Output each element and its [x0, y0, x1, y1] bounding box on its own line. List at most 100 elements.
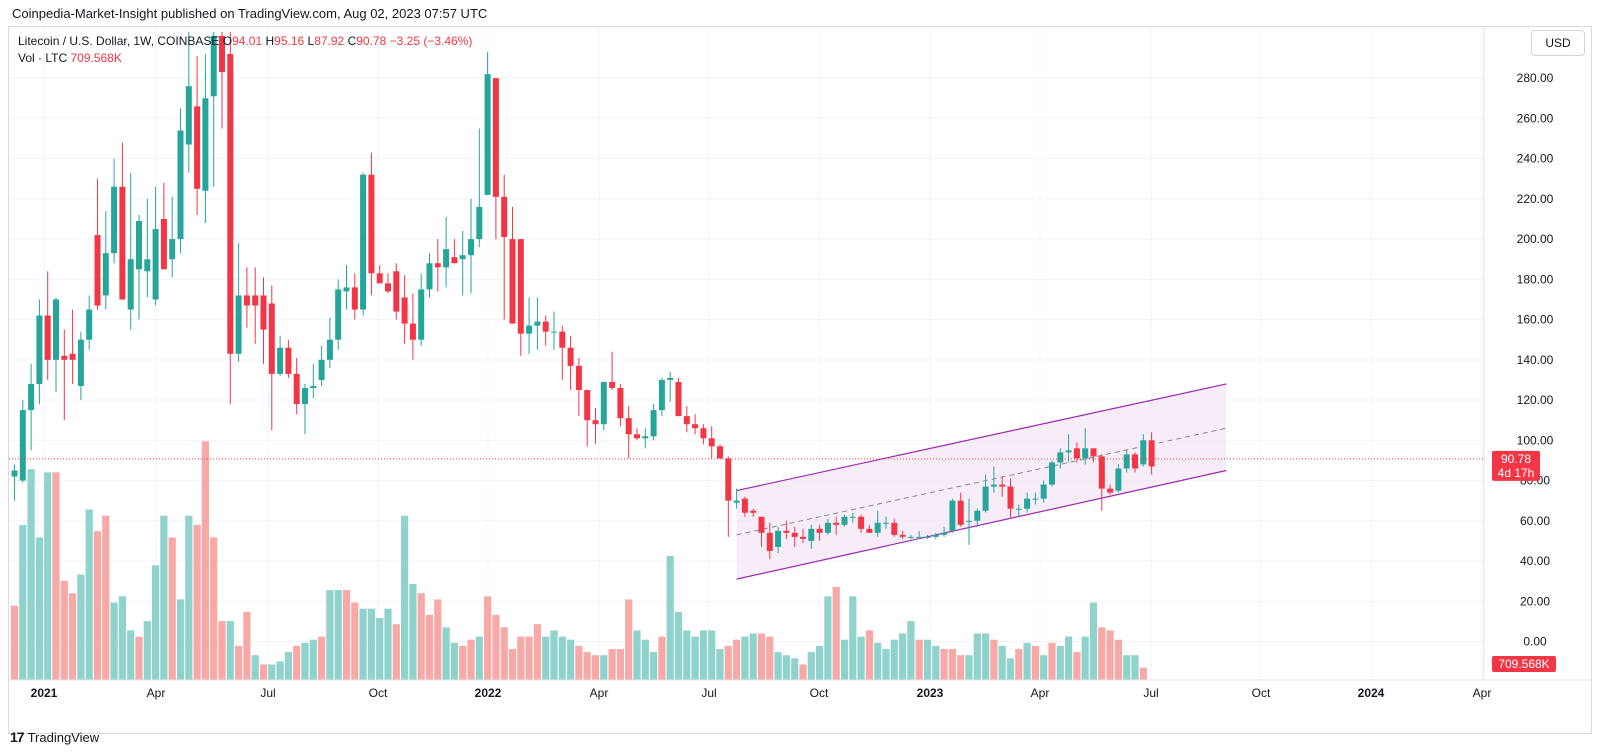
x-tick-label: Oct — [810, 686, 829, 700]
x-tick-label: Apr — [1031, 686, 1050, 700]
candle-body — [243, 295, 250, 306]
volume-label[interactable]: Vol · LTC — [18, 51, 68, 65]
candle-body — [584, 390, 591, 421]
chart-frame — [8, 26, 1592, 734]
candle-body — [277, 347, 284, 374]
volume-bar — [990, 639, 998, 680]
volume-bar — [1073, 652, 1081, 680]
x-tick-label: Oct — [369, 686, 388, 700]
candle — [517, 239, 524, 356]
candle — [44, 271, 51, 380]
volume-bar — [533, 624, 541, 680]
candle — [393, 263, 400, 320]
volume-bar — [226, 621, 234, 680]
x-tick-label: Apr — [590, 686, 609, 700]
candle-body — [650, 410, 657, 437]
candle-body — [534, 321, 541, 326]
candle — [1015, 504, 1022, 517]
volume-bar — [1098, 627, 1106, 680]
candle-body — [974, 510, 981, 521]
candle-body — [111, 186, 118, 254]
candle — [285, 339, 292, 378]
candle — [77, 331, 84, 401]
volume-bar — [318, 636, 326, 680]
volume-bar — [799, 664, 807, 680]
candle-body — [443, 249, 450, 268]
change-value: −3.25 (−3.46%) — [389, 34, 473, 48]
volume-layer — [10, 441, 1147, 680]
volume-bar — [774, 652, 782, 680]
candle — [202, 53, 209, 224]
volume-bar — [276, 661, 284, 680]
candle-body — [625, 418, 632, 435]
y-tick-label: 100.00 — [1517, 433, 1554, 447]
candle-body — [1082, 448, 1089, 459]
candle-body — [758, 516, 765, 533]
volume-bar — [160, 515, 168, 680]
legend-ohlc-row: Litecoin / U.S. Dollar, 1W, COINBASE O94… — [18, 33, 472, 50]
candle — [302, 383, 308, 435]
volume-bar — [1056, 645, 1064, 680]
volume-bar — [840, 639, 849, 680]
candle — [376, 265, 383, 284]
volume-bar — [957, 655, 965, 680]
candle-body — [194, 106, 201, 189]
candle — [69, 309, 76, 384]
candle — [459, 231, 466, 296]
volume-bar — [210, 537, 218, 680]
currency-button[interactable]: USD — [1531, 30, 1585, 56]
candle-body — [725, 458, 732, 501]
volume-bar — [19, 525, 27, 680]
candle — [492, 78, 499, 240]
candle-body — [44, 315, 51, 360]
candle-body — [932, 534, 939, 537]
y-tick-label: 260.00 — [1517, 111, 1554, 125]
candle-body — [924, 536, 931, 538]
volume-bar — [309, 639, 317, 680]
candle-body — [675, 381, 682, 417]
volume-bar — [251, 655, 259, 680]
tradingview-footer[interactable]: 17 TradingView — [10, 729, 99, 745]
candle — [111, 158, 118, 264]
volume-bar — [401, 515, 409, 680]
candle — [1032, 492, 1039, 505]
high-label: H — [265, 34, 275, 48]
candle — [542, 315, 549, 346]
candle-body — [733, 500, 740, 503]
candle — [717, 444, 723, 459]
volume-bar — [998, 645, 1006, 680]
candle — [243, 267, 250, 328]
volume-bar — [766, 636, 774, 680]
volume-bar — [425, 614, 434, 680]
volume-bar — [782, 655, 790, 680]
candle-body — [401, 297, 408, 324]
symbol-label[interactable]: Litecoin / U.S. Dollar, 1W, COINBASE — [18, 34, 220, 48]
candle — [675, 377, 682, 417]
candle-body — [874, 522, 881, 533]
volume-bar — [575, 645, 583, 680]
candle-body — [941, 532, 948, 535]
candle-body — [501, 196, 508, 238]
volume-bar — [201, 441, 209, 680]
candle-body — [883, 522, 889, 524]
candle-body — [53, 299, 59, 360]
volume-bar — [367, 608, 375, 680]
last-volume-badge — [1492, 656, 1556, 672]
volume-bar — [824, 596, 832, 680]
y-tick-label: 140.00 — [1517, 353, 1554, 367]
candle — [692, 414, 699, 435]
candle-body — [966, 520, 972, 522]
volume-bar — [1015, 649, 1023, 680]
candle — [1123, 450, 1130, 473]
candle-body — [177, 130, 184, 240]
candle-body — [293, 373, 300, 405]
candle-body — [426, 263, 433, 290]
candle-body — [899, 534, 906, 537]
candle — [1065, 434, 1072, 463]
volume-bar — [152, 565, 160, 680]
x-tick-label: 2021 — [31, 686, 58, 700]
candle — [136, 214, 142, 320]
candle-body — [849, 516, 856, 518]
candle — [575, 357, 582, 417]
